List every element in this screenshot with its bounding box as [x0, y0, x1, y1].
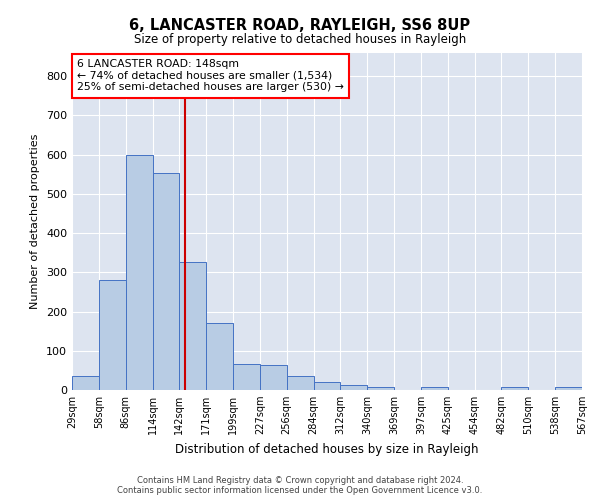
- Bar: [152, 173, 179, 390]
- X-axis label: Distribution of detached houses by size in Rayleigh: Distribution of detached houses by size …: [175, 442, 479, 456]
- Bar: [502, 387, 529, 390]
- Bar: [555, 387, 582, 390]
- Bar: [72, 376, 99, 390]
- Text: Contains HM Land Registry data © Crown copyright and database right 2024.
Contai: Contains HM Land Registry data © Crown c…: [118, 476, 482, 495]
- Text: 6, LANCASTER ROAD, RAYLEIGH, SS6 8UP: 6, LANCASTER ROAD, RAYLEIGH, SS6 8UP: [130, 18, 470, 32]
- Bar: [179, 262, 206, 390]
- Bar: [314, 382, 340, 390]
- Bar: [287, 376, 314, 390]
- Bar: [260, 366, 287, 390]
- Bar: [125, 156, 152, 390]
- Bar: [367, 387, 394, 390]
- Text: 6 LANCASTER ROAD: 148sqm
← 74% of detached houses are smaller (1,534)
25% of sem: 6 LANCASTER ROAD: 148sqm ← 74% of detach…: [77, 59, 344, 92]
- Bar: [233, 364, 260, 390]
- Bar: [99, 280, 125, 390]
- Text: Size of property relative to detached houses in Rayleigh: Size of property relative to detached ho…: [134, 32, 466, 46]
- Bar: [340, 386, 367, 390]
- Bar: [421, 387, 448, 390]
- Y-axis label: Number of detached properties: Number of detached properties: [31, 134, 40, 309]
- Bar: [206, 324, 233, 390]
